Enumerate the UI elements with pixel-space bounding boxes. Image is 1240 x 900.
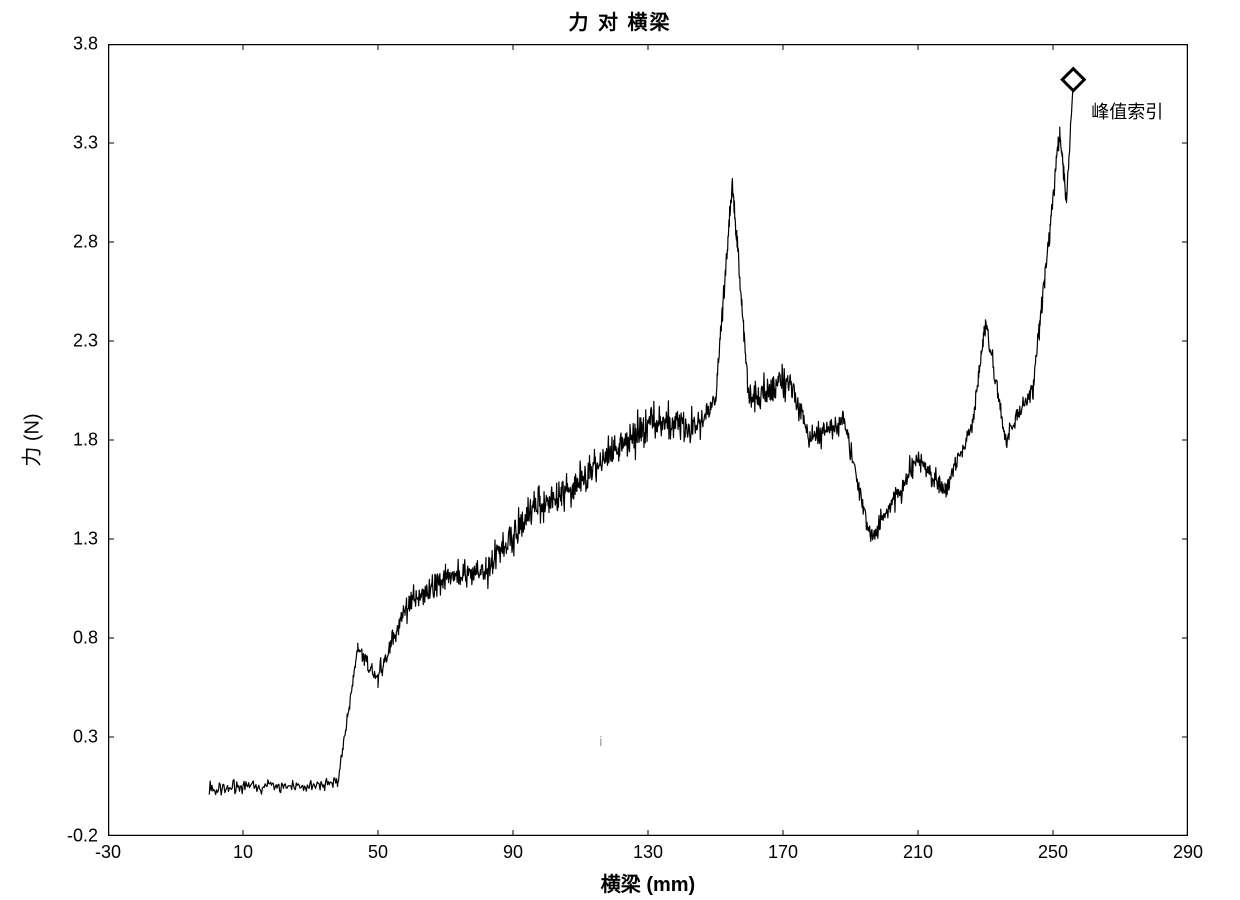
y-tick-label: -0.2	[67, 826, 98, 847]
x-tick-label: 10	[233, 842, 253, 863]
x-tick-label: 290	[1173, 842, 1203, 863]
y-tick-label: 0.3	[73, 727, 98, 748]
x-axis-label: 横梁 (mm)	[601, 868, 695, 897]
x-tick-label: 170	[768, 842, 798, 863]
y-tick-label: 2.3	[73, 331, 98, 352]
x-tick-label: -30	[95, 842, 121, 863]
y-tick-label: 0.8	[73, 628, 98, 649]
x-tick-label: 250	[1038, 842, 1068, 863]
y-tick-label: 2.8	[73, 232, 98, 253]
y-axis-label: 力 (N)	[16, 413, 45, 466]
chart-container: 力 对 横梁 力 (N) 横梁 (mm) 峰值索引 -30 10 50 90 130 17…	[0, 0, 1240, 900]
y-tick-label: 1.8	[73, 430, 98, 451]
x-tick-label: 210	[903, 842, 933, 863]
y-tick-label: 3.8	[73, 34, 98, 55]
x-tick-label: 90	[503, 842, 523, 863]
chart-title: 力 对 横梁	[0, 6, 1240, 35]
plot-svg	[108, 44, 1188, 836]
peak-annotation-label: 峰值索引	[1091, 98, 1163, 124]
x-tick-label: 130	[633, 842, 663, 863]
x-tick-label: 50	[368, 842, 388, 863]
y-tick-label: 1.3	[73, 529, 98, 550]
stray-glyph: i	[599, 733, 602, 749]
y-tick-label: 3.3	[73, 133, 98, 154]
plot-area	[108, 44, 1188, 836]
